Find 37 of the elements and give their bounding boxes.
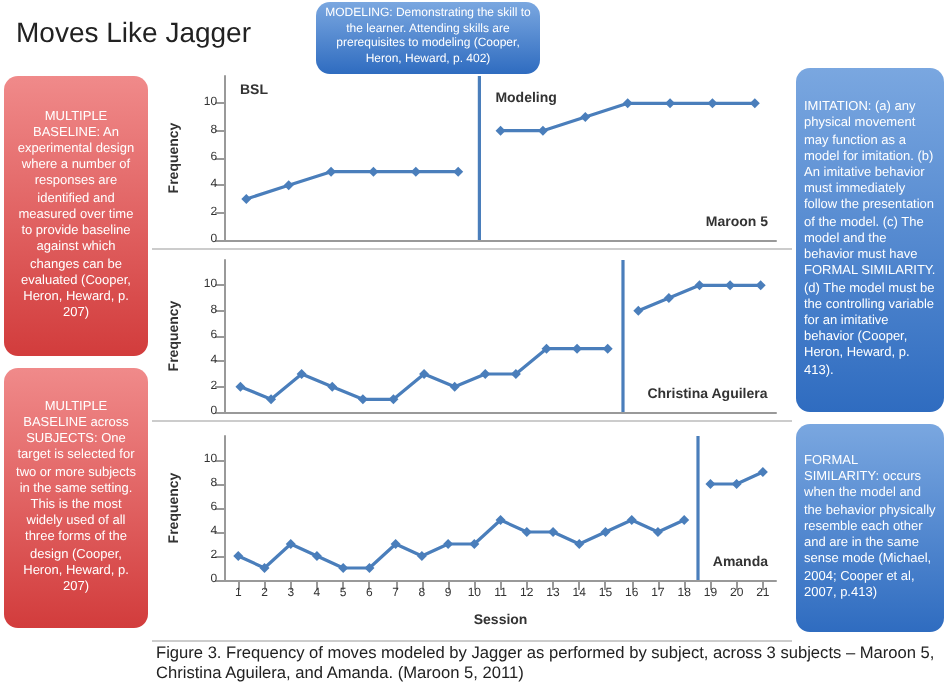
point [266,394,277,405]
point [495,515,506,525]
point [574,539,585,549]
point [652,527,663,537]
point [364,563,375,573]
caption: Figure 3. Frequency of moves modeled by Jagger as performed by subject, across 3 subjects – Maroon 5, Christina Aguilera, and Amanda. (Maroon 5, 2011) [156,642,937,682]
point [283,180,294,191]
point [600,527,611,537]
point [469,539,480,549]
point [419,369,430,379]
point [521,527,532,537]
point [548,527,559,537]
point [705,479,716,489]
point [233,551,244,561]
point [495,125,506,136]
point [327,381,338,392]
point [357,394,368,405]
point [416,551,427,561]
point [259,563,270,573]
point [285,539,296,549]
point [663,293,674,303]
point [390,539,401,549]
point [757,467,768,477]
point [311,551,322,561]
point [241,194,252,204]
point [296,369,307,379]
point [453,166,464,177]
point [235,381,246,392]
point [622,98,633,109]
point [449,381,460,392]
point [580,112,591,122]
point [731,479,742,489]
point [633,305,644,316]
chart-title: Moves Like Jagger [16,16,252,48]
point [626,515,637,525]
point [679,515,690,525]
point [388,394,399,405]
